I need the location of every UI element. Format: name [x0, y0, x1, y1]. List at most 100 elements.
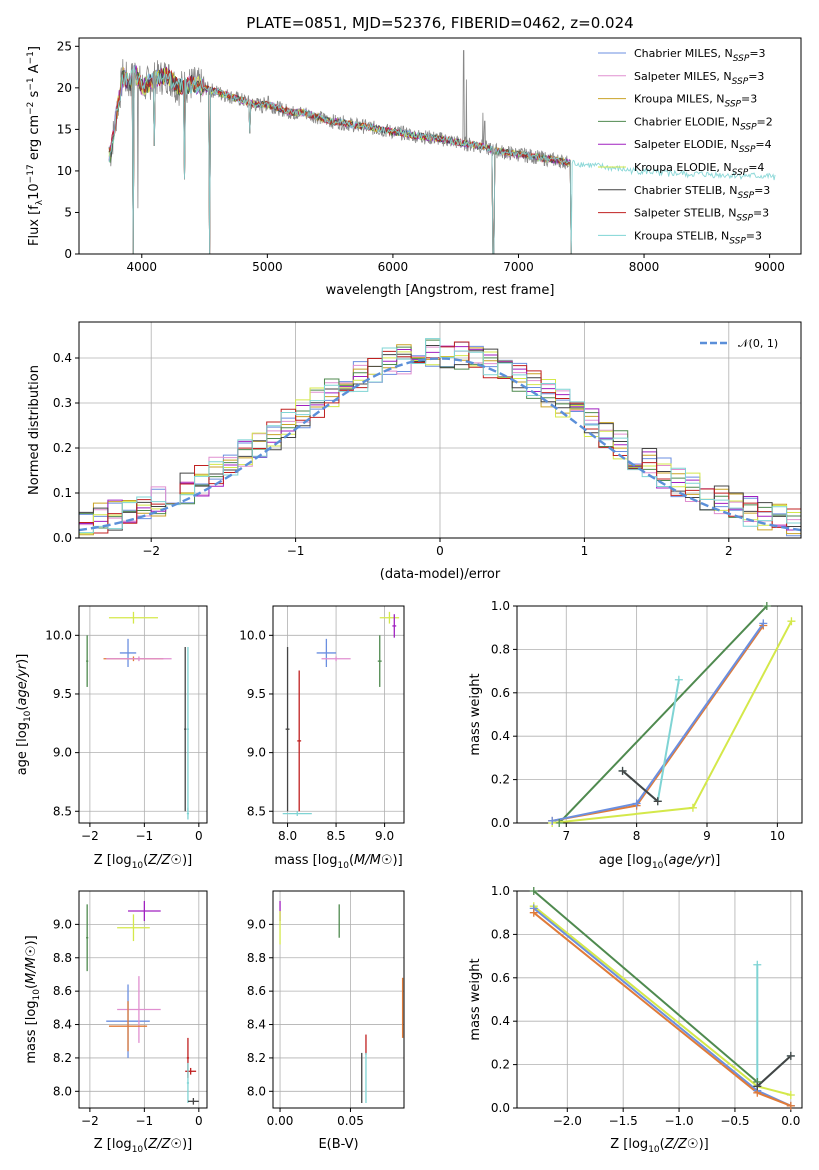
- y-tick-label: 8.6: [247, 984, 266, 998]
- y-tick-label: 0.4: [491, 729, 510, 743]
- y-tick-label: 10.0: [239, 628, 266, 642]
- x-tick-label: 8: [633, 829, 641, 843]
- data-point: [285, 647, 290, 812]
- legend-label: Salpeter ELODIE, NSSP=4: [634, 138, 772, 155]
- y-tick-label: 0.4: [53, 351, 72, 365]
- x-tick-label: 2: [725, 544, 733, 558]
- legend-label: Kroupa STELIB, NSSP=3: [634, 229, 762, 246]
- weight-line: [756, 964, 792, 1089]
- plot-area: [533, 891, 792, 1107]
- x-tick-label: 8.0: [278, 829, 297, 843]
- x-tick-label: 10: [770, 829, 785, 843]
- x-tick-label: 6000: [378, 260, 409, 274]
- weight-marker: [753, 1082, 762, 1091]
- x-tick-label: 0.05: [337, 1114, 364, 1128]
- y-tick-label: 20: [57, 81, 72, 95]
- x-tick-label: 9.0: [375, 829, 394, 843]
- y-tick-label: 8.2: [53, 1051, 72, 1065]
- y-tick-label: 5: [64, 205, 72, 219]
- weight-marker: [762, 602, 771, 610]
- legend-label: Chabrier MILES, NSSP=3: [634, 47, 766, 64]
- x-axis-label: (data-model)/error: [380, 567, 501, 582]
- axes-frame: [516, 890, 803, 1109]
- weight-marker: [529, 887, 538, 895]
- x-tick-label: 0.00: [267, 1114, 294, 1128]
- axes-frame: [78, 890, 208, 1109]
- x-axis-label: mass [log10(M/M☉)]: [274, 853, 402, 871]
- x-tick-label: −1: [287, 544, 305, 558]
- chart-title: PLATE=0851, MJD=52376, FIBERID=0462, z=0…: [246, 14, 633, 32]
- x-tick-label: 9: [703, 829, 711, 843]
- x-tick-label: −1.5: [609, 1114, 638, 1128]
- weight-marker: [529, 908, 538, 917]
- x-tick-label: −0.5: [720, 1114, 749, 1128]
- data-point: [185, 1067, 197, 1075]
- x-axis-label: Z [log10(Z/Z☉)]: [94, 1137, 192, 1155]
- x-tick-label: −1.0: [664, 1114, 693, 1128]
- data-point: [128, 901, 161, 922]
- axes-mass-vs-Z: −2 −1 0 8.0 8.2 8.4 8.6 8.8 9.0 Z [log10(Z/Z☉)] ma…: [24, 890, 208, 1155]
- axes-mass-vs-EBV: 0.00 0.05 8.0 8.2 8.4 8.6 8.8 9.0 E(B-V): [247, 890, 405, 1152]
- y-tick-label: 0.6: [491, 971, 510, 985]
- y-tick-label: 9.5: [247, 687, 266, 701]
- weight-marker: [632, 799, 641, 808]
- axes-mass-weight-vs-age: 7 8 9 10 0.0 0.2 0.4 0.6 0.8 1.0 age [log10(age/yr…: [468, 599, 803, 871]
- x-tick-label: −2: [81, 1114, 99, 1128]
- legend-label: 𝒩(0, 1): [738, 337, 778, 350]
- y-tick-label: 0.2: [53, 441, 72, 455]
- weight-marker: [786, 1051, 795, 1060]
- weight-marker: [787, 617, 796, 626]
- weight-marker: [759, 619, 768, 628]
- weight-marker: [653, 797, 662, 806]
- y-tick-label: 0.6: [491, 686, 510, 700]
- y-tick-label: 9.0: [247, 917, 266, 931]
- y-tick-label: 0.8: [491, 927, 510, 941]
- x-axis-label: age [log10(age/yr)]: [599, 853, 721, 871]
- x-tick-label: 9000: [754, 260, 785, 274]
- axes-frame: [516, 605, 803, 824]
- x-tick-label: 5000: [252, 260, 283, 274]
- legend-label: Salpeter MILES, NSSP=3: [634, 70, 764, 87]
- data-point: [377, 635, 382, 687]
- y-tick-label: 0.2: [491, 773, 510, 787]
- data-point: [187, 1097, 199, 1105]
- weight-line: [533, 891, 758, 1083]
- weight-line: [552, 624, 765, 822]
- x-axis-label: Z [log10(Z/Z☉)]: [610, 1137, 708, 1155]
- data-point: [108, 1001, 148, 1052]
- legend-label: Chabrier STELIB, NSSP=3: [634, 184, 770, 201]
- axes-mass-weight-vs-Z: −2.0 −1.5 −1.0 −0.5 0.0 0.0 0.2 0.4 0.6 0.8 1.0 Z […: [468, 884, 803, 1155]
- x-tick-label: 0: [195, 1114, 203, 1128]
- weight-marker: [548, 816, 557, 825]
- y-tick-label: 9.0: [53, 917, 72, 931]
- y-tick-label: 10.0: [45, 628, 72, 642]
- y-tick-label: 8.8: [247, 951, 266, 965]
- y-tick-label: 10: [57, 164, 72, 178]
- plot-area: [282, 611, 400, 816]
- weight-line: [621, 770, 659, 803]
- y-axis-label: age [log10(age/yr)]: [15, 654, 33, 776]
- histogram-step: [79, 338, 801, 538]
- data-point: [282, 811, 312, 816]
- y-tick-label: 1.0: [491, 884, 510, 898]
- data-point: [321, 656, 351, 662]
- y-tick-label: 0.3: [53, 396, 72, 410]
- axes-frame: [272, 890, 405, 1109]
- y-axis-label: mass [log10(M/M☉)]: [24, 935, 42, 1063]
- weight-marker: [786, 1101, 795, 1110]
- x-tick-label: 7: [562, 829, 570, 843]
- x-tick-label: 7000: [503, 260, 534, 274]
- data-point: [119, 638, 137, 667]
- y-tick-label: 8.4: [53, 1018, 72, 1032]
- x-axis-label: Z [log10(Z/Z☉)]: [94, 853, 192, 871]
- data-point: [108, 611, 158, 624]
- data-point: [379, 611, 400, 624]
- y-axis-label: mass weight: [468, 673, 483, 755]
- y-tick-label: 8.4: [247, 1018, 266, 1032]
- plot-area: [108, 50, 776, 254]
- plot-area: [86, 611, 190, 820]
- x-tick-label: 4000: [127, 260, 158, 274]
- y-tick-label: 0.4: [491, 1014, 510, 1028]
- axes-frame: [78, 37, 802, 255]
- y-tick-label: 9.0: [53, 746, 72, 760]
